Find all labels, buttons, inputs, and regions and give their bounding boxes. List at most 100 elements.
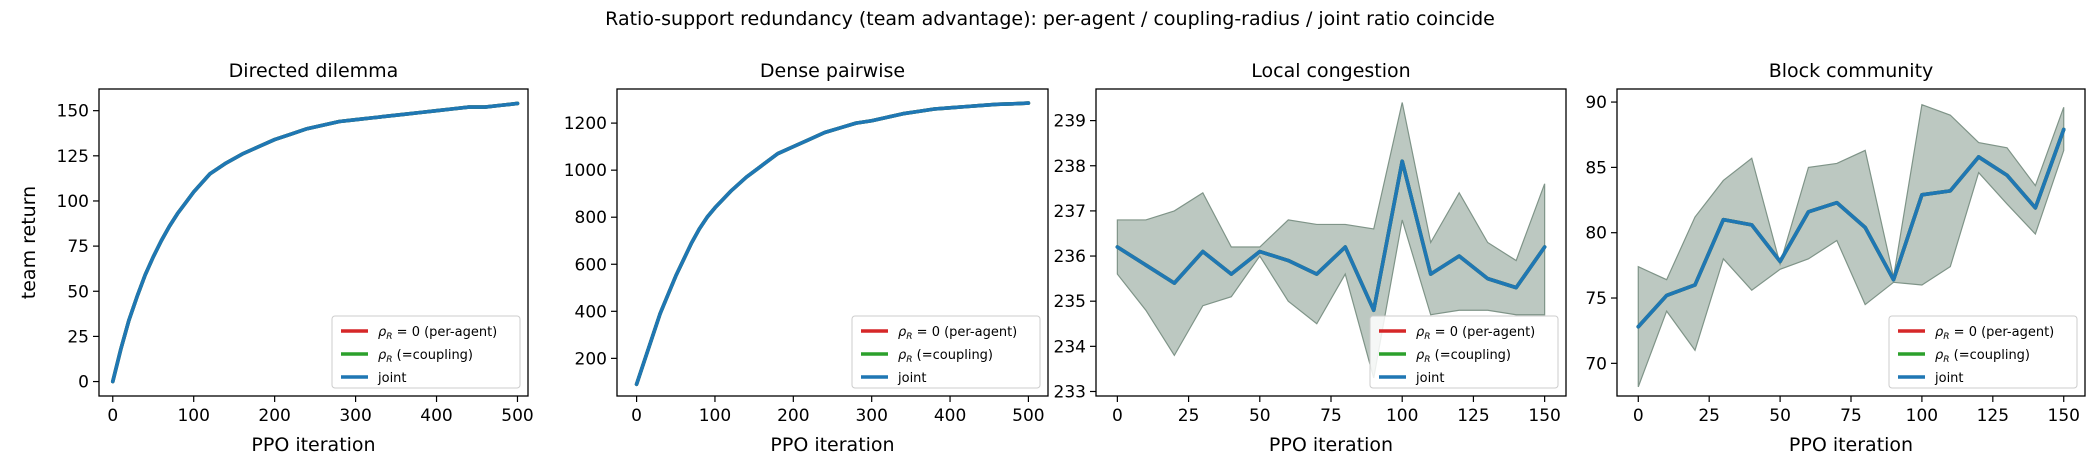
legend-box bbox=[331, 315, 521, 389]
legend-subscript: R bbox=[386, 332, 392, 342]
legend-symbol: ρ bbox=[898, 325, 907, 340]
legend-symbol: ρ bbox=[378, 325, 387, 340]
x-tick-label: 500 bbox=[501, 406, 533, 426]
y-tick-label: 800 bbox=[575, 208, 607, 228]
x-tick-label: 400 bbox=[934, 406, 966, 426]
y-tick-label: 50 bbox=[67, 282, 89, 302]
chart-panel-4: Block community 0 25 50 75 100 125 150 70 75 80 85 9… bbox=[1585, 60, 2086, 456]
x-tick-label: 500 bbox=[1012, 406, 1044, 426]
legend: ρR = 0 (per-agent)ρR (=coupling)joint bbox=[851, 315, 1041, 389]
y-tick-label: 70 bbox=[1585, 354, 1607, 374]
axes-frame bbox=[616, 88, 1049, 397]
x-tick-label: 0 bbox=[631, 406, 642, 426]
legend-label: ρR (=coupling) bbox=[1416, 348, 1511, 365]
series-line-joint bbox=[634, 101, 1031, 387]
legend-label: ρR = 0 (per-agent) bbox=[1416, 325, 1535, 342]
legend-label: joint bbox=[1415, 371, 1445, 386]
legend-label: ρR (=coupling) bbox=[378, 348, 473, 365]
y-tick-label: 200 bbox=[575, 349, 607, 369]
legend-label: ρR (=coupling) bbox=[898, 348, 993, 365]
x-tick-label: 0 bbox=[107, 406, 118, 426]
figure-suptitle: Ratio-support redundancy (team advantage… bbox=[605, 8, 1495, 30]
y-axis-label: team return bbox=[18, 186, 40, 299]
y-tick-label: 100 bbox=[57, 192, 89, 212]
legend-symbol: ρ bbox=[1416, 325, 1425, 340]
legend-label: joint bbox=[897, 371, 927, 386]
x-tick-label: 150 bbox=[2048, 406, 2080, 426]
x-axis-label: PPO iteration bbox=[1269, 434, 1393, 456]
legend-symbol: ρ bbox=[1416, 348, 1425, 363]
x-axis-label: PPO iteration bbox=[1789, 434, 1913, 456]
legend-label: ρR (=coupling) bbox=[1935, 348, 2030, 365]
y-tick-label: 150 bbox=[57, 102, 89, 122]
y-tick-label: 75 bbox=[67, 237, 89, 257]
x-tick-label: 0 bbox=[1112, 406, 1123, 426]
legend-text: = 0 (per-agent) bbox=[393, 325, 498, 340]
y-tick-label: 25 bbox=[67, 327, 89, 347]
legend-text: = 0 (per-agent) bbox=[1431, 325, 1536, 340]
legend-box bbox=[1888, 315, 2078, 389]
panel-title: Block community bbox=[1769, 60, 1934, 82]
legend-subscript: R bbox=[906, 355, 912, 365]
x-tick-label: 400 bbox=[420, 406, 452, 426]
x-tick-label: 75 bbox=[1320, 406, 1342, 426]
x-tick-label: 125 bbox=[1457, 406, 1489, 426]
x-tick-label: 100 bbox=[1906, 406, 1938, 426]
legend-text: (=coupling) bbox=[913, 348, 993, 363]
y-tick-label: 236 bbox=[1054, 247, 1086, 267]
legend: ρR = 0 (per-agent)ρR (=coupling)joint bbox=[1888, 315, 2078, 389]
x-tick-label: 300 bbox=[339, 406, 371, 426]
x-tick-label: 200 bbox=[258, 406, 290, 426]
legend-subscript: R bbox=[1943, 332, 1949, 342]
y-tick-label: 234 bbox=[1054, 337, 1086, 357]
y-tick-label: 1000 bbox=[564, 161, 607, 181]
x-tick-label: 100 bbox=[1386, 406, 1418, 426]
legend-label: joint bbox=[377, 371, 407, 386]
y-tick-label: 75 bbox=[1585, 289, 1607, 309]
legend-symbol: ρ bbox=[1935, 348, 1944, 363]
x-tick-label: 50 bbox=[1769, 406, 1791, 426]
x-tick-label: 25 bbox=[1178, 406, 1200, 426]
x-tick-label: 25 bbox=[1698, 406, 1720, 426]
legend-label: ρR = 0 (per-agent) bbox=[898, 325, 1017, 342]
legend-text: = 0 (per-agent) bbox=[1950, 325, 2055, 340]
legend-text: (=coupling) bbox=[1950, 348, 2030, 363]
panel-title: Local congestion bbox=[1251, 60, 1410, 82]
y-tick-label: 85 bbox=[1585, 158, 1607, 178]
x-tick-label: 75 bbox=[1840, 406, 1862, 426]
legend-symbol: ρ bbox=[898, 348, 907, 363]
legend-symbol: ρ bbox=[1935, 325, 1944, 340]
confidence-band bbox=[1116, 102, 1546, 379]
y-tick-label: 1200 bbox=[564, 114, 607, 134]
panel-title: Dense pairwise bbox=[760, 60, 905, 82]
legend-label: ρR = 0 (per-agent) bbox=[1935, 325, 2054, 342]
legend-subscript: R bbox=[1943, 355, 1949, 365]
x-tick-label: 100 bbox=[177, 406, 209, 426]
x-axis-label: PPO iteration bbox=[251, 434, 375, 456]
legend-box bbox=[1369, 315, 1559, 389]
confidence-band bbox=[1637, 103, 2065, 388]
legend-subscript: R bbox=[1424, 332, 1430, 342]
x-tick-label: 150 bbox=[1528, 406, 1560, 426]
y-tick-label: 90 bbox=[1585, 93, 1607, 113]
y-tick-label: 400 bbox=[575, 302, 607, 322]
x-tick-label: 300 bbox=[855, 406, 887, 426]
y-tick-label: 125 bbox=[57, 147, 89, 167]
legend-text: (=coupling) bbox=[393, 348, 473, 363]
legend-subscript: R bbox=[906, 332, 912, 342]
legend-symbol: ρ bbox=[378, 348, 387, 363]
y-tick-label: 238 bbox=[1054, 157, 1086, 177]
x-tick-label: 200 bbox=[777, 406, 809, 426]
legend: ρR = 0 (per-agent) ρR (=coupling) joint bbox=[1369, 315, 1559, 389]
legend-label: ρR = 0 (per-agent) bbox=[378, 325, 497, 342]
legend-box bbox=[851, 315, 1041, 389]
legend-text: = 0 (per-agent) bbox=[913, 325, 1018, 340]
y-tick-label: 80 bbox=[1585, 224, 1607, 244]
series-line-joint bbox=[1636, 127, 2066, 329]
legend-label: joint bbox=[1934, 371, 1964, 386]
axes-frame bbox=[98, 88, 529, 397]
y-tick-label: 0 bbox=[78, 373, 89, 393]
y-tick-label: 235 bbox=[1054, 292, 1086, 312]
series-line-joint bbox=[1115, 159, 1547, 313]
